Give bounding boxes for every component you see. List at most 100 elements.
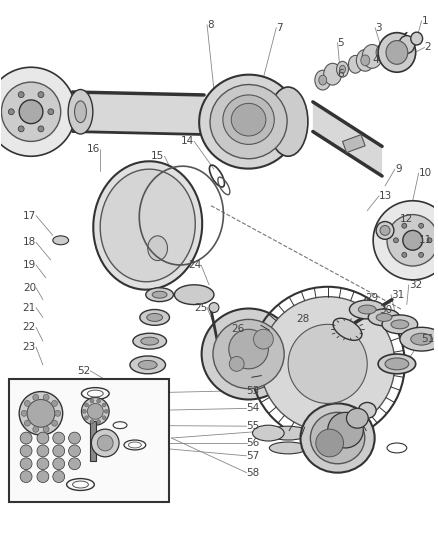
Ellipse shape: [311, 413, 365, 464]
Text: 2: 2: [424, 43, 431, 52]
Circle shape: [20, 432, 32, 444]
Ellipse shape: [300, 403, 374, 473]
Circle shape: [19, 392, 63, 435]
Text: 28: 28: [296, 314, 309, 325]
Ellipse shape: [336, 61, 349, 77]
Text: 10: 10: [419, 168, 432, 178]
Circle shape: [18, 126, 24, 132]
Ellipse shape: [269, 442, 307, 454]
Circle shape: [20, 445, 32, 457]
Circle shape: [18, 92, 24, 98]
Circle shape: [403, 230, 423, 250]
Ellipse shape: [385, 358, 409, 370]
Circle shape: [52, 420, 57, 426]
Text: 1: 1: [422, 16, 428, 26]
Ellipse shape: [319, 75, 327, 85]
Ellipse shape: [267, 426, 309, 440]
Text: 24: 24: [188, 260, 201, 270]
Text: 14: 14: [181, 136, 194, 147]
Ellipse shape: [138, 360, 157, 369]
Ellipse shape: [147, 313, 162, 321]
Circle shape: [8, 109, 14, 115]
Circle shape: [48, 109, 54, 115]
Text: 4: 4: [372, 55, 379, 66]
Circle shape: [427, 238, 432, 243]
Ellipse shape: [199, 75, 298, 168]
Circle shape: [393, 238, 399, 243]
Circle shape: [53, 471, 65, 482]
Circle shape: [25, 400, 30, 407]
Circle shape: [402, 253, 407, 257]
Ellipse shape: [376, 222, 394, 239]
Circle shape: [43, 426, 49, 432]
Ellipse shape: [339, 65, 346, 73]
Circle shape: [1, 82, 61, 141]
Ellipse shape: [346, 408, 368, 428]
Circle shape: [38, 126, 44, 132]
Text: 55: 55: [247, 421, 260, 431]
Text: 56: 56: [247, 438, 260, 448]
Text: 51: 51: [422, 334, 435, 344]
Circle shape: [261, 297, 395, 431]
Circle shape: [85, 416, 88, 419]
Circle shape: [104, 409, 108, 413]
Circle shape: [97, 435, 113, 451]
Ellipse shape: [53, 236, 69, 245]
Ellipse shape: [201, 309, 296, 400]
Circle shape: [81, 398, 109, 425]
Ellipse shape: [400, 327, 438, 351]
Text: 20: 20: [23, 283, 36, 293]
Circle shape: [92, 429, 119, 457]
Ellipse shape: [210, 85, 287, 159]
Ellipse shape: [146, 288, 173, 302]
Ellipse shape: [130, 356, 166, 374]
Ellipse shape: [391, 320, 409, 329]
Text: 23: 23: [23, 342, 36, 352]
Ellipse shape: [138, 408, 157, 417]
Circle shape: [102, 416, 106, 419]
Ellipse shape: [324, 63, 342, 85]
Ellipse shape: [74, 101, 86, 123]
Ellipse shape: [333, 318, 362, 341]
Bar: [9, 379, 170, 502]
Ellipse shape: [230, 357, 244, 372]
Ellipse shape: [254, 329, 273, 349]
Ellipse shape: [152, 291, 167, 298]
Circle shape: [33, 426, 39, 432]
Ellipse shape: [140, 310, 170, 325]
Text: 8: 8: [207, 20, 214, 30]
Circle shape: [97, 419, 101, 424]
Ellipse shape: [376, 45, 388, 60]
Text: 6: 6: [338, 69, 344, 79]
Circle shape: [90, 399, 94, 403]
Circle shape: [387, 215, 438, 266]
Circle shape: [90, 419, 94, 424]
Ellipse shape: [130, 379, 166, 398]
Ellipse shape: [382, 315, 418, 334]
Text: 16: 16: [87, 144, 100, 155]
Ellipse shape: [138, 384, 157, 393]
Polygon shape: [73, 92, 204, 134]
Circle shape: [53, 458, 65, 470]
Ellipse shape: [133, 333, 166, 349]
Circle shape: [69, 432, 81, 444]
Circle shape: [38, 92, 44, 98]
Text: 13: 13: [379, 191, 392, 201]
Circle shape: [37, 432, 49, 444]
Text: 26: 26: [231, 324, 244, 334]
Circle shape: [69, 445, 81, 457]
Text: 58: 58: [247, 467, 260, 478]
Ellipse shape: [386, 41, 408, 64]
Text: 11: 11: [419, 235, 432, 245]
Text: 57: 57: [247, 451, 260, 461]
Circle shape: [37, 471, 49, 482]
Ellipse shape: [380, 225, 390, 236]
Text: 7: 7: [276, 23, 283, 33]
Circle shape: [33, 394, 39, 400]
Text: 52: 52: [77, 366, 90, 376]
Text: 9: 9: [395, 164, 402, 174]
Circle shape: [20, 458, 32, 470]
Circle shape: [102, 403, 106, 407]
Circle shape: [55, 410, 61, 416]
Ellipse shape: [253, 425, 284, 441]
